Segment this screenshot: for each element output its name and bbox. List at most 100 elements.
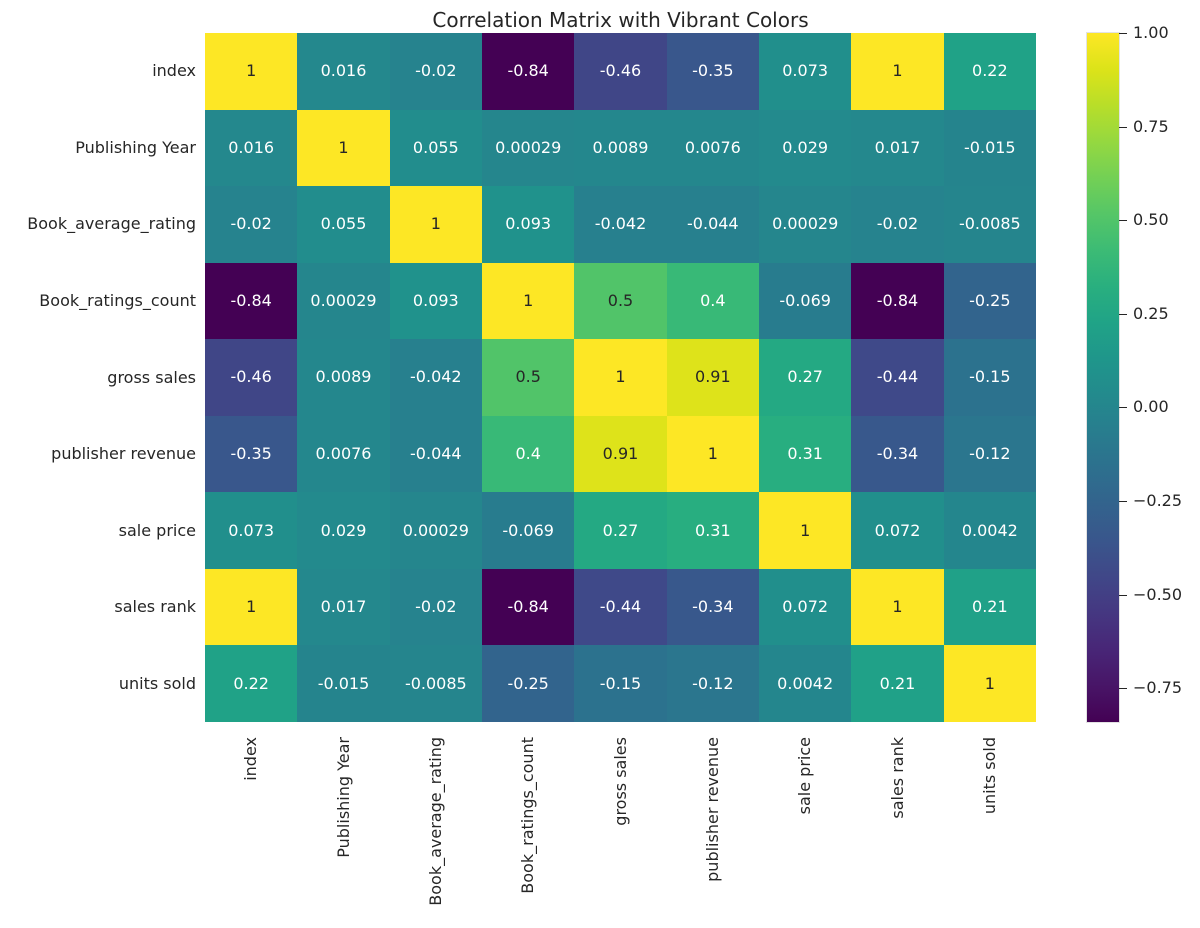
heatmap-cell: 0.22 <box>943 33 1036 110</box>
heatmap-cell: 0.31 <box>666 492 759 569</box>
heatmap-cell: 1 <box>389 186 482 263</box>
heatmap-cell: 0.5 <box>574 262 667 340</box>
heatmap-cell: 1 <box>205 33 298 110</box>
colorbar-tick-label: −0.50 <box>1133 584 1183 604</box>
colorbar-tick <box>1119 501 1127 503</box>
heatmap-cell: 0.017 <box>851 109 944 187</box>
heatmap-cell: -0.34 <box>851 415 944 493</box>
heatmap-cell: -0.044 <box>389 415 482 493</box>
colorbar: 1.00 0.75 0.50 0.25 0.00 −0.25 −0.50 −0.75 <box>1086 24 1182 723</box>
x-tick-label: index <box>241 737 261 781</box>
heatmap-cell: -0.042 <box>574 186 667 263</box>
colorbar-tick <box>1119 33 1127 34</box>
heatmap-cell: 1 <box>297 109 390 187</box>
heatmap-cell: -0.12 <box>943 415 1036 493</box>
heatmap-cell: 0.055 <box>297 186 390 263</box>
heatmap-cell: 0.072 <box>759 568 852 646</box>
colorbar-tick <box>1119 220 1127 222</box>
x-tick-label: gross sales <box>610 737 630 826</box>
y-tick-label: publisher revenue <box>51 444 196 464</box>
heatmap-cell: 0.0089 <box>574 109 667 187</box>
heatmap-cell: 1 <box>482 262 575 340</box>
heatmap-cell: -0.0085 <box>389 645 482 722</box>
colorbar-tick-label: 0.00 <box>1133 397 1169 417</box>
heatmap-cell: 0.0042 <box>759 645 852 722</box>
heatmap-cell: 1 <box>574 339 667 416</box>
heatmap-cell: 0.00029 <box>759 186 852 263</box>
heatmap-cell: -0.84 <box>851 262 944 340</box>
heatmap-cell: 0.073 <box>205 492 298 569</box>
heatmap-cell: 0.093 <box>389 262 482 340</box>
heatmap-cell: 0.0042 <box>943 492 1036 569</box>
colorbar-tick <box>1119 594 1127 596</box>
heatmap-cell: -0.15 <box>574 645 667 722</box>
heatmap-cell: 1 <box>666 415 759 493</box>
y-tick-label: Publishing Year <box>75 137 196 157</box>
heatmap-cell: -0.84 <box>482 33 575 110</box>
heatmap-cell: 1 <box>205 568 298 646</box>
heatmap-cell: -0.25 <box>943 262 1036 340</box>
heatmap-cell: 0.31 <box>759 415 852 493</box>
heatmap-cell: 0.00029 <box>482 109 575 187</box>
y-tick-label: index <box>152 61 196 81</box>
heatmap-cell: 0.21 <box>851 645 944 722</box>
heatmap-cell: -0.35 <box>205 415 298 493</box>
y-tick-label: Book_average_rating <box>27 214 196 234</box>
y-tick-label: sale price <box>118 520 196 540</box>
heatmap-cell: 0.072 <box>851 492 944 569</box>
heatmap-cell: -0.015 <box>297 645 390 722</box>
heatmap-cell: 0.0089 <box>297 339 390 416</box>
heatmap-cell: 0.4 <box>482 415 575 493</box>
heatmap-cell: -0.042 <box>389 339 482 416</box>
y-tick-label: sales rank <box>114 597 196 617</box>
colorbar-tick <box>1119 407 1127 409</box>
heatmap-cell: -0.35 <box>666 33 759 110</box>
y-tick-label: gross sales <box>107 367 196 387</box>
x-tick-label: sales rank <box>887 737 907 819</box>
heatmap-cell: 0.91 <box>666 339 759 416</box>
colorbar-tick-label: 0.50 <box>1133 210 1169 230</box>
heatmap-cell: 0.029 <box>297 492 390 569</box>
heatmap-cell: 0.91 <box>574 415 667 493</box>
heatmap-cell: 0.21 <box>943 568 1036 646</box>
colorbar-tick-label: −0.25 <box>1133 491 1183 511</box>
heatmap-cell: -0.84 <box>482 568 575 646</box>
heatmap-cell: 0.055 <box>389 109 482 187</box>
y-tick-label: Book_ratings_count <box>39 290 196 310</box>
heatmap-cell: 0.016 <box>205 109 298 187</box>
heatmap-cell: 0.016 <box>297 33 390 110</box>
x-tick-label: units sold <box>979 737 999 815</box>
colorbar-tick <box>1119 688 1127 690</box>
heatmap-cell: -0.34 <box>666 568 759 646</box>
heatmap-cell: 0.093 <box>482 186 575 263</box>
x-tick-label: Publishing Year <box>333 737 353 858</box>
heatmap-cell: 1 <box>851 568 944 646</box>
heatmap-cell: 0.27 <box>759 339 852 416</box>
colorbar-tick <box>1119 313 1127 315</box>
heatmap-cell: 0.017 <box>297 568 390 646</box>
heatmap-cell: -0.069 <box>759 262 852 340</box>
heatmap-cell: 0.0076 <box>666 109 759 187</box>
heatmap-cell: 0.4 <box>666 262 759 340</box>
heatmap-cell: 1 <box>851 33 944 110</box>
heatmap-cell: -0.44 <box>574 568 667 646</box>
colorbar-tick-label: 0.25 <box>1133 303 1169 323</box>
heatmap-cell: -0.0085 <box>943 186 1036 263</box>
x-tick-label: Book_ratings_count <box>518 737 538 894</box>
heatmap-cell: -0.015 <box>943 109 1036 187</box>
x-tick-label: sale price <box>795 737 815 815</box>
heatmap-cell: -0.02 <box>851 186 944 263</box>
heatmap-cell: -0.44 <box>851 339 944 416</box>
heatmap-cell: -0.15 <box>943 339 1036 416</box>
heatmap-cell: 1 <box>759 492 852 569</box>
heatmap-cell: -0.069 <box>482 492 575 569</box>
heatmap-cell: -0.46 <box>574 33 667 110</box>
colorbar-tick-label: 0.75 <box>1133 116 1169 136</box>
x-tick-label: Book_average_rating <box>425 737 445 906</box>
heatmap-cell: 0.029 <box>759 109 852 187</box>
heatmap-cell: -0.46 <box>205 339 298 416</box>
y-tick-label: units sold <box>118 673 196 693</box>
colorbar-tick-label: −0.75 <box>1133 678 1183 698</box>
heatmap-cell: -0.02 <box>389 33 482 110</box>
